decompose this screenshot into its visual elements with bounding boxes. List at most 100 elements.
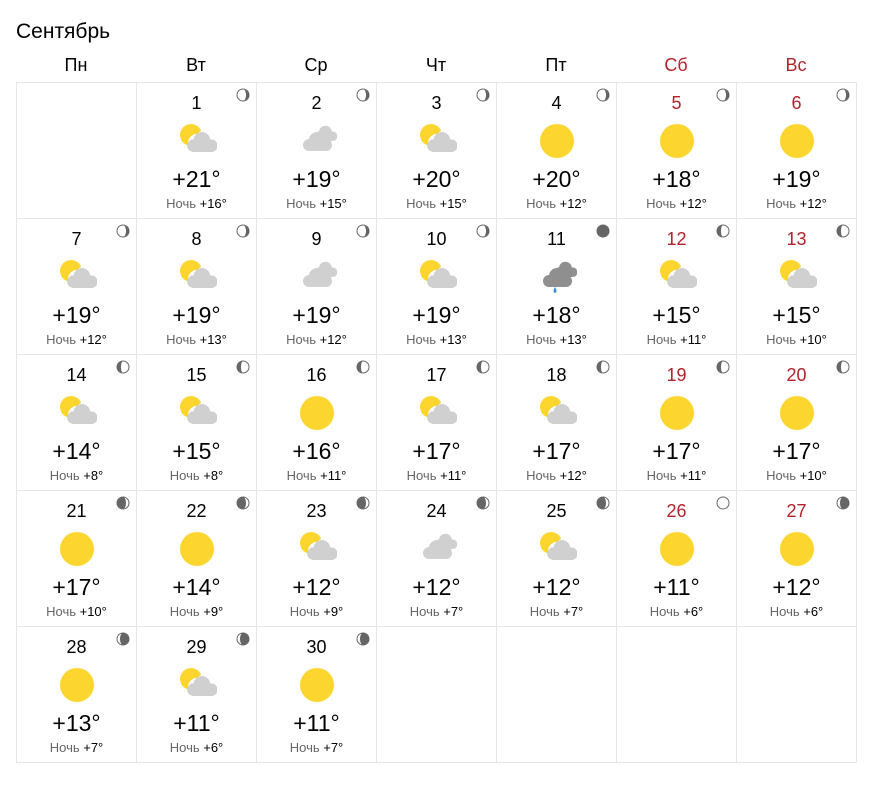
- day-cell-9[interactable]: 9 +19° Ночь +12°: [257, 219, 377, 355]
- day-cell-25[interactable]: 25 +12° Ночь +7°: [497, 491, 617, 627]
- day-temperature: +14°: [172, 574, 221, 600]
- day-cell-2[interactable]: 2 +19° Ночь +15°: [257, 83, 377, 219]
- day-cell-26[interactable]: 26 +11° Ночь +6°: [617, 491, 737, 627]
- weather-partly-cloudy-icon: [780, 260, 817, 288]
- empty-cell: [377, 627, 497, 763]
- night-label: Ночь: [766, 332, 796, 347]
- weather-sunny-icon: [660, 124, 694, 158]
- day-cell-27[interactable]: 27 +12° Ночь +6°: [737, 491, 857, 627]
- night-label: Ночь: [406, 196, 436, 211]
- moon-waning-icon: [476, 88, 490, 102]
- night-temperature: Ночь +10°: [766, 332, 827, 347]
- day-cell-18[interactable]: 18 +17° Ночь +12°: [497, 355, 617, 491]
- day-cell-28[interactable]: 28 +13° Ночь +7°: [17, 627, 137, 763]
- day-cell-14[interactable]: 14 +14° Ночь +8°: [17, 355, 137, 491]
- day-temperature: +12°: [532, 574, 581, 600]
- moon-waxing-icon: [836, 360, 850, 374]
- day-cell-12[interactable]: 12 +15° Ночь +11°: [617, 219, 737, 355]
- night-temperature: Ночь +13°: [166, 332, 227, 347]
- night-temperature: Ночь +7°: [529, 604, 584, 619]
- weather-partly-cloudy-icon: [300, 532, 337, 560]
- moon-waxing-icon: [476, 360, 490, 374]
- moon-waning-icon: [836, 88, 850, 102]
- day-cell-10[interactable]: 10 +19° Ночь +13°: [377, 219, 497, 355]
- day-cell-13[interactable]: 13 +15° Ночь +10°: [737, 219, 857, 355]
- day-temperature: +19°: [292, 166, 341, 192]
- day-cell-4[interactable]: 4 +20° Ночь +12°: [497, 83, 617, 219]
- night-temperature: Ночь +15°: [406, 196, 467, 211]
- weekday-0: Пн: [64, 55, 88, 75]
- empty-cell: [617, 627, 737, 763]
- day-temperature: +12°: [412, 574, 461, 600]
- day-cell-7[interactable]: 7 +19° Ночь +12°: [17, 219, 137, 355]
- day-cell-8[interactable]: 8 +19° Ночь +13°: [137, 219, 257, 355]
- night-temperature: Ночь +8°: [49, 468, 104, 483]
- empty-cell: [497, 627, 617, 763]
- night-temperature: Ночь +9°: [169, 604, 224, 619]
- night-label: Ночь: [286, 468, 317, 483]
- weather-partly-cloudy-icon: [420, 124, 457, 152]
- weather-partly-cloudy-icon: [180, 396, 217, 424]
- weather-sunny-icon: [300, 668, 334, 702]
- day-number: 8: [191, 229, 202, 249]
- day-cell-22[interactable]: 22 +14° Ночь +9°: [137, 491, 257, 627]
- day-cell-30[interactable]: 30 +11° Ночь +7°: [257, 627, 377, 763]
- weather-partly-cloudy-icon: [540, 532, 577, 560]
- day-cell-16[interactable]: 16 +16° Ночь +11°: [257, 355, 377, 491]
- day-cell-17[interactable]: 17 +17° Ночь +11°: [377, 355, 497, 491]
- day-temperature: +19°: [172, 302, 221, 328]
- day-cell-23[interactable]: 23 +12° Ночь +9°: [257, 491, 377, 627]
- weather-cloudy-icon: [303, 125, 337, 151]
- day-cell-19[interactable]: 19 +17° Ночь +11°: [617, 355, 737, 491]
- day-cell-3[interactable]: 3 +20° Ночь +15°: [377, 83, 497, 219]
- night-label: Ночь: [46, 604, 76, 619]
- weather-sunny-icon: [540, 124, 574, 158]
- day-cell-5[interactable]: 5 +18° Ночь +12°: [617, 83, 737, 219]
- night-temperature: Ночь +11°: [646, 332, 707, 347]
- night-label: Ночь: [766, 468, 796, 483]
- day-temperature: +17°: [652, 438, 701, 464]
- day-number: 10: [426, 229, 447, 249]
- day-cell-24[interactable]: 24 +12° Ночь +7°: [377, 491, 497, 627]
- weekday-6: Вс: [785, 55, 807, 75]
- empty-cell: [737, 627, 857, 763]
- night-label: Ночь: [529, 604, 560, 619]
- night-label: Ночь: [646, 196, 676, 211]
- day-temperature: +18°: [532, 302, 581, 328]
- day-cell-11[interactable]: 11 +18° Ночь +13°: [497, 219, 617, 355]
- night-temperature: Ночь +13°: [526, 332, 587, 347]
- day-cell-29[interactable]: 29 +11° Ночь +6°: [137, 627, 257, 763]
- day-number: 17: [426, 365, 447, 385]
- moon-waxing-icon: [236, 360, 250, 374]
- weekday-2: Ср: [304, 55, 328, 75]
- moon-full-icon: [716, 496, 730, 510]
- day-cell-21[interactable]: 21 +17° Ночь +10°: [17, 491, 137, 627]
- moon-new-icon: [596, 224, 610, 238]
- moon-waning-gibbous-icon: [836, 496, 850, 510]
- moon-waxing-gibbous-icon: [236, 496, 250, 510]
- day-cell-15[interactable]: 15 +15° Ночь +8°: [137, 355, 257, 491]
- day-cell-20[interactable]: 20 +17° Ночь +10°: [737, 355, 857, 491]
- moon-waning-icon: [356, 224, 370, 238]
- day-number: 28: [66, 637, 87, 657]
- day-cell-1[interactable]: 1 +21° Ночь +16°: [137, 83, 257, 219]
- day-number: 25: [546, 501, 567, 521]
- night-temperature: Ночь +9°: [289, 604, 344, 619]
- night-temperature: Ночь +12°: [766, 196, 827, 211]
- moon-waxing-gibbous-icon: [116, 496, 130, 510]
- moon-waning-gibbous-icon: [236, 632, 250, 646]
- night-temperature: Ночь +11°: [286, 468, 347, 483]
- day-cell-6[interactable]: 6 +19° Ночь +12°: [737, 83, 857, 219]
- day-number: 20: [786, 365, 807, 385]
- moon-waning-icon: [716, 88, 730, 102]
- night-label: Ночь: [166, 196, 196, 211]
- night-label: Ночь: [526, 196, 556, 211]
- day-number: 14: [66, 365, 87, 385]
- weather-sunny-icon: [660, 396, 694, 430]
- moon-waxing-icon: [716, 224, 730, 238]
- moon-waxing-icon: [716, 360, 730, 374]
- moon-waning-gibbous-icon: [116, 632, 130, 646]
- night-label: Ночь: [166, 332, 196, 347]
- weather-sunny-icon: [660, 532, 694, 566]
- day-temperature: +19°: [52, 302, 101, 328]
